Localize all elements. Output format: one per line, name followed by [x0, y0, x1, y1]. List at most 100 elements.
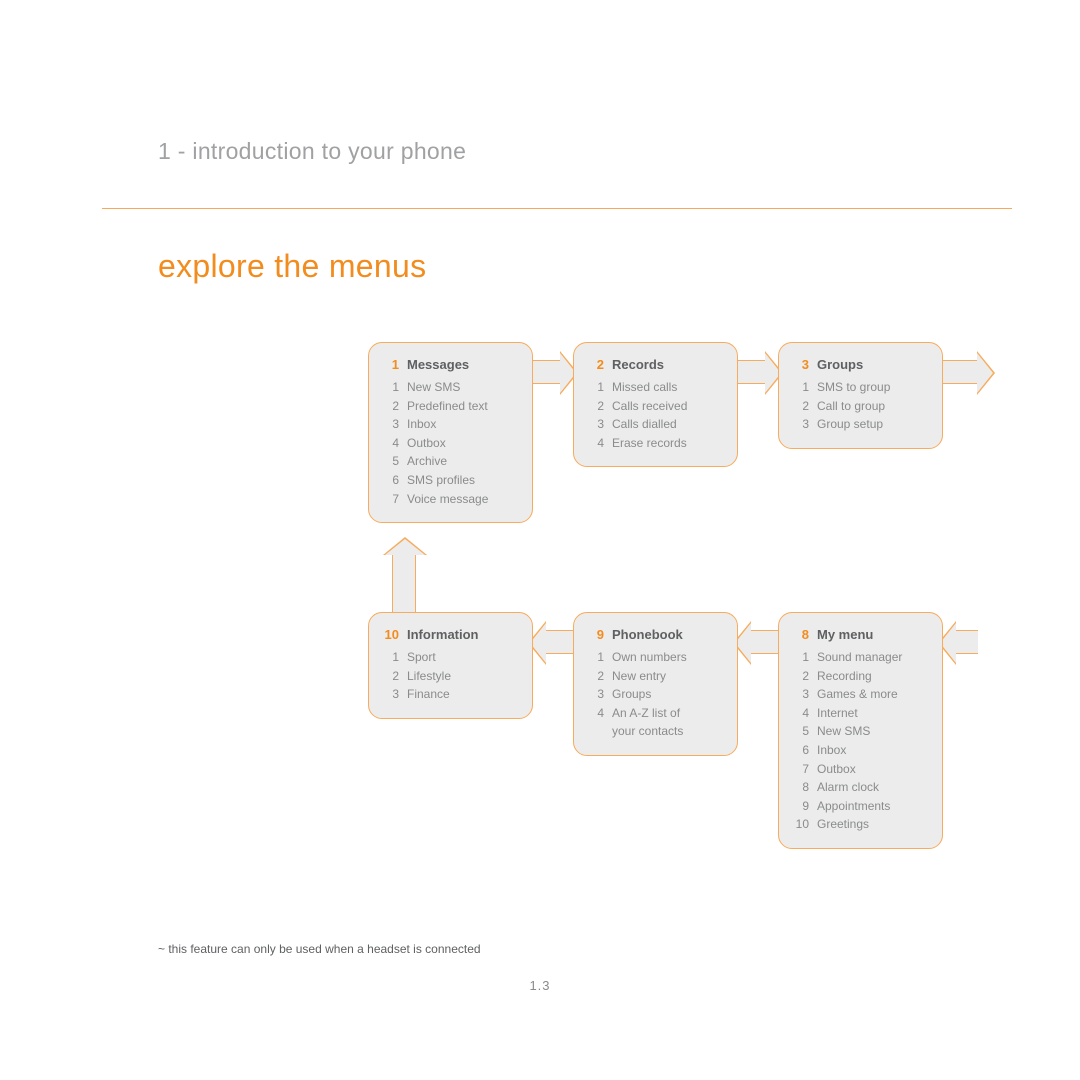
horizontal-rule [102, 208, 1012, 209]
menu-item-number: 3 [793, 415, 809, 434]
menu-item: 4 Outbox [383, 434, 518, 453]
menu-item: 3Inbox [383, 415, 518, 434]
menu-item-number: 7 [383, 490, 399, 509]
menu-title: Records [612, 357, 664, 372]
menu-number: 3 [793, 357, 809, 372]
menu-item-number: 7 [793, 760, 809, 779]
menu-item-label: Inbox [407, 415, 436, 434]
menu-item-number: 3 [383, 685, 399, 704]
menu-item-number: 6 [793, 741, 809, 760]
menu-item-label: Calls received [612, 397, 687, 416]
menu-number: 2 [588, 357, 604, 372]
menu-item-label: Appointments [817, 797, 890, 816]
section-title: explore the menus [158, 248, 426, 285]
menu-item: 6 SMS profiles [383, 471, 518, 490]
menu-box-mymenu: 8 My menu 1 Sound manager 2 Recording 3 Games &… [778, 612, 943, 849]
menu-item-label: New SMS [407, 378, 460, 397]
menu-item: 1 Sound manager [793, 648, 928, 667]
flow-arrow-left [955, 630, 978, 654]
menu-number: 9 [588, 627, 604, 642]
menu-item: 2Calls received [588, 397, 723, 416]
menu-item-number: 1 [793, 378, 809, 397]
menu-item-label: Predefined text [407, 397, 488, 416]
menu-item: 1SMS to group [793, 378, 928, 397]
flow-arrow-right [533, 360, 561, 384]
menu-items: 1SMS to group2Call to group3 Group setup [793, 378, 928, 434]
menu-item: 1 New SMS [383, 378, 518, 397]
menu-item-label: Games & more [817, 685, 898, 704]
menu-item-label: Call to group [817, 397, 885, 416]
menu-item: 6 Inbox [793, 741, 928, 760]
menu-header: 1Messages [383, 357, 518, 372]
menu-item-label: Calls dialled [612, 415, 677, 434]
menu-items: 1Missed calls2Calls received3Calls diall… [588, 378, 723, 452]
menu-items: 1Sport2Lifestyle3Finance [383, 648, 518, 704]
menu-item-number: 1 [793, 648, 809, 667]
menu-item-label: Alarm clock [817, 778, 879, 797]
menu-item-number: 1 [383, 378, 399, 397]
menu-item: 1Missed calls [588, 378, 723, 397]
menu-item-number: 1 [588, 648, 604, 667]
menu-number: 1 [383, 357, 399, 372]
menu-items: 1Own numbers2New entry3Groups4An A-Z lis… [588, 648, 723, 741]
menu-item-label: Groups [612, 685, 651, 704]
menu-box-messages: 1Messages1New SMS2Predefined text3Inbox4… [368, 342, 533, 523]
menu-item-label: Group setup [817, 415, 883, 434]
flow-arrow-left [750, 630, 778, 654]
menu-item-number: 3 [793, 685, 809, 704]
menu-item-label: Outbox [407, 434, 446, 453]
menu-item: 2Predefined text [383, 397, 518, 416]
flow-arrow-right [943, 360, 978, 384]
menu-item-number: 4 [383, 434, 399, 453]
menu-item: 4Erase records [588, 434, 723, 453]
menu-item: 3Calls dialled [588, 415, 723, 434]
menu-item-label: New entry [612, 667, 666, 686]
chapter-heading: 1 - introduction to your phone [158, 138, 466, 165]
menu-title: My menu [817, 627, 873, 642]
menu-item-number: 9 [793, 797, 809, 816]
menu-item: 5 Archive [383, 452, 518, 471]
menu-box-groups: 3Groups1SMS to group2Call to group3Group… [778, 342, 943, 449]
menu-number: 8 [793, 627, 809, 642]
menu-item: 7Voice message [383, 490, 518, 509]
menu-items: 1 New SMS2Predefined text3Inbox4 Outbox 5 Ar… [383, 378, 518, 508]
menu-item-label: Lifestyle [407, 667, 451, 686]
page-number: 1.3 [0, 978, 1080, 993]
menu-item-label: SMS profiles [407, 471, 475, 490]
menu-item: 3 Games & more [793, 685, 928, 704]
menu-item-label: Sound manager [817, 648, 902, 667]
menu-item-label: Own numbers [612, 648, 687, 667]
flow-arrow-up [392, 554, 416, 612]
menu-item-label: Inbox [817, 741, 846, 760]
menu-item: 8 Alarm clock [793, 778, 928, 797]
menu-box-records: 2 Records 1Missed calls2Calls received3Cal… [573, 342, 738, 467]
menu-item: 10Greetings [793, 815, 928, 834]
footnote: ~ this feature can only be used when a h… [158, 942, 481, 956]
menu-item-number: 5 [793, 722, 809, 741]
menu-number: 10 [383, 627, 399, 642]
menu-box-information: 10Information1Sport2Lifestyle3Finance [368, 612, 533, 719]
flow-arrow-right [738, 360, 766, 384]
menu-item-label: Finance [407, 685, 450, 704]
menu-item: 4Internet [793, 704, 928, 723]
menu-item-number: 6 [383, 471, 399, 490]
menu-item-label: Archive [407, 452, 447, 471]
menu-item-number: 5 [383, 452, 399, 471]
menu-item: 2Call to group [793, 397, 928, 416]
menu-item-number: 4 [588, 704, 604, 741]
menu-item-label: Recording [817, 667, 872, 686]
menu-item: 1Sport [383, 648, 518, 667]
menu-item-number: 2 [793, 667, 809, 686]
menu-item-label: Erase records [612, 434, 687, 453]
menu-header: 3Groups [793, 357, 928, 372]
menu-item-label: Outbox [817, 760, 856, 779]
menu-item: 1 Own numbers [588, 648, 723, 667]
menu-header: 9Phonebook [588, 627, 723, 642]
menu-item-number: 2 [588, 667, 604, 686]
menu-title: Information [407, 627, 479, 642]
menu-header: 2 Records [588, 357, 723, 372]
menu-item-label: Internet [817, 704, 858, 723]
menu-item-number: 8 [793, 778, 809, 797]
menu-item-label: Missed calls [612, 378, 677, 397]
menu-item: 3 Finance [383, 685, 518, 704]
